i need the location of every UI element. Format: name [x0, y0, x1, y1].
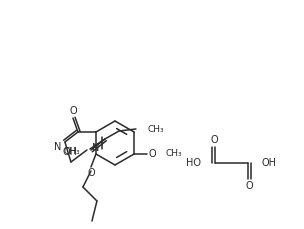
Text: CH₃: CH₃: [165, 150, 182, 158]
Text: O: O: [148, 149, 156, 159]
Text: CH₃: CH₃: [63, 147, 80, 156]
Text: N: N: [92, 143, 99, 153]
Text: HO: HO: [186, 158, 201, 168]
Text: OH: OH: [62, 147, 78, 157]
Text: O: O: [69, 106, 77, 116]
Text: O: O: [245, 181, 253, 191]
Text: OH: OH: [262, 158, 277, 168]
Text: CH₃: CH₃: [148, 125, 164, 134]
Text: O: O: [210, 135, 218, 145]
Text: N: N: [54, 142, 61, 152]
Text: O: O: [87, 168, 95, 178]
